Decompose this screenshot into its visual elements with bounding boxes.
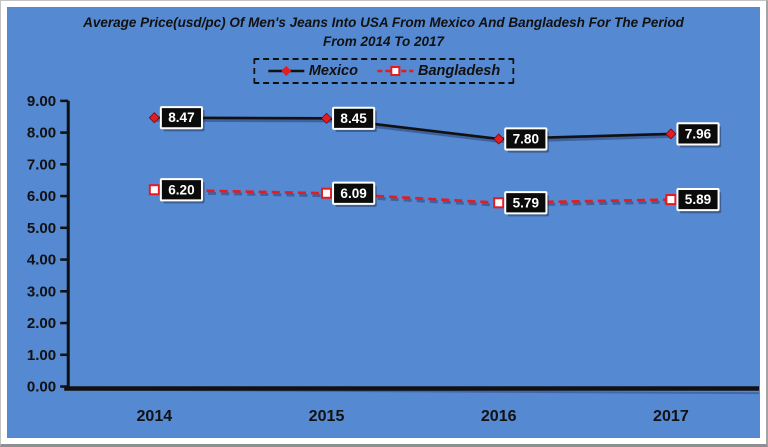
marker-square <box>148 184 160 196</box>
y-tick-label: 4.00 <box>27 252 56 269</box>
data-label-box <box>332 181 376 205</box>
data-label-box <box>676 187 720 212</box>
series-line-bangladesh <box>154 188 673 207</box>
legend-label-mexico: Mexico <box>308 63 358 79</box>
data-label-value: 6.09 <box>340 186 367 201</box>
data-label-value: 6.20 <box>168 182 194 197</box>
marker-diamond <box>148 112 160 124</box>
y-tick-label: 9.00 <box>27 93 56 110</box>
y-tick-label: 0.00 <box>27 379 56 396</box>
y-tick-label: 2.00 <box>27 315 56 332</box>
x-tick-label: 2017 <box>653 407 689 425</box>
y-axis-ticks: 0.00 1.00 2.00 3.00 4.00 5.00 6.00 7.00 8.00 9.00 <box>27 93 69 396</box>
y-tick-label: 6.00 <box>27 188 56 205</box>
data-label-box <box>159 178 204 202</box>
data-label-value: 8.45 <box>340 111 367 126</box>
plot-area: 0.00 1.00 2.00 3.00 4.00 5.00 6.00 7.00 8.00 9.00… <box>27 93 760 425</box>
data-label-box <box>332 106 376 130</box>
x-axis-labels: 2014 2015 2016 2017 <box>136 407 688 425</box>
series-points-mexico: 8.47 8.45 7.80 7.96 <box>148 106 722 153</box>
data-label-box <box>504 127 548 151</box>
bangladesh-series-swatch-icon <box>376 66 413 76</box>
chart-background: Average Price(usd/pc) Of Men's Jeans Int… <box>7 7 760 438</box>
marker-diamond <box>321 112 333 124</box>
x-tick-label: 2016 <box>481 407 517 425</box>
y-tick-label: 8.00 <box>27 125 56 142</box>
y-tick-label: 7.00 <box>27 156 56 173</box>
y-tick-label: 3.00 <box>27 283 56 300</box>
marker-square <box>665 194 677 206</box>
marker-diamond <box>493 133 505 145</box>
legend: Mexico Bangladesh <box>252 58 515 84</box>
data-label-value: 5.79 <box>513 195 540 210</box>
legend-item-mexico: Mexico <box>267 63 358 79</box>
x-tick-label: 2015 <box>309 407 345 425</box>
y-tick-label: 5.00 <box>27 220 56 237</box>
marker-square <box>493 197 505 209</box>
data-label-value: 8.47 <box>168 110 194 125</box>
series-line-mexico <box>154 116 673 143</box>
data-label-box <box>159 106 204 130</box>
data-label-box <box>676 122 720 146</box>
chart-title: Average Price(usd/pc) Of Men's Jeans Int… <box>83 15 684 49</box>
legend-item-bangladesh: Bangladesh <box>376 63 500 79</box>
x-tick-label: 2014 <box>136 407 172 425</box>
mexico-series-swatch-icon <box>267 66 304 76</box>
data-label-value: 5.89 <box>685 192 712 207</box>
series-points-bangladesh: 6.20 6.09 5.79 5.89 <box>148 178 722 217</box>
y-tick-label: 1.00 <box>27 347 56 364</box>
data-label-value: 7.96 <box>685 126 712 141</box>
legend-label-bangladesh: Bangladesh <box>417 63 501 79</box>
data-label-box <box>504 191 548 215</box>
marker-diamond <box>665 128 677 140</box>
data-label-value: 7.80 <box>513 131 539 146</box>
marker-square <box>321 187 333 199</box>
